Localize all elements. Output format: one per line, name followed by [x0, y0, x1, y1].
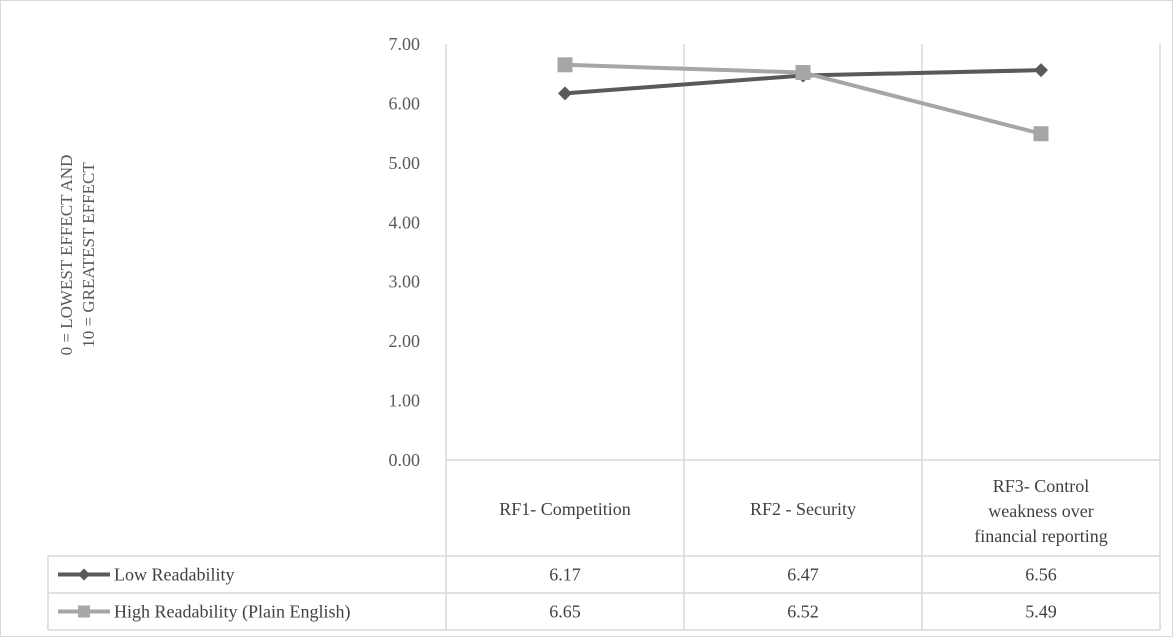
- data-table-value: 6.47: [787, 565, 819, 585]
- y-tick-label: 0.00: [389, 450, 421, 470]
- data-point: [557, 57, 573, 73]
- data-table-value: 6.52: [787, 602, 819, 622]
- data-table-value: 6.56: [1025, 565, 1057, 585]
- x-category-label: financial reporting: [974, 526, 1107, 546]
- y-axis-ticks: 0.00 1.00 2.00 3.00 4.00 5.00 6.00 7.00: [389, 34, 421, 470]
- data-table-value: 6.65: [549, 602, 581, 622]
- y-tick-label: 7.00: [389, 34, 421, 54]
- data-table-value: 5.49: [1025, 602, 1057, 622]
- y-tick-label: 3.00: [389, 272, 421, 292]
- y-tick-label: 1.00: [389, 391, 421, 411]
- legend-key-marker: [78, 605, 90, 618]
- y-tick-label: 4.00: [389, 212, 421, 232]
- legend-key-marker: [78, 568, 90, 581]
- x-category-label: RF1- Competition: [499, 499, 631, 519]
- x-category-label: weakness over: [988, 501, 1093, 521]
- gridlines: [47, 44, 1161, 631]
- series-layer: [557, 57, 1049, 142]
- data-point: [558, 86, 572, 101]
- data-point: [795, 65, 811, 81]
- y-tick-label: 5.00: [389, 153, 421, 173]
- data-table-value: 6.17: [549, 565, 581, 585]
- y-axis-title-line-1: 0 = LOWEST EFFECT AND: [57, 155, 76, 356]
- data-table: RF1- Competition RF2 - Security RF3- Contr…: [58, 476, 1108, 623]
- data-point: [1033, 126, 1049, 142]
- legend-series-name: Low Readability: [114, 565, 234, 585]
- x-category-label: RF2 - Security: [750, 499, 856, 519]
- data-point: [1034, 63, 1048, 78]
- y-tick-label: 6.00: [389, 93, 421, 113]
- x-category-label: RF3- Control: [993, 476, 1090, 496]
- legend-series-name: High Readability (Plain English): [114, 602, 350, 623]
- y-axis-title-line-2: 10 = GREATEST EFFECT: [79, 162, 98, 348]
- y-tick-label: 2.00: [389, 331, 421, 351]
